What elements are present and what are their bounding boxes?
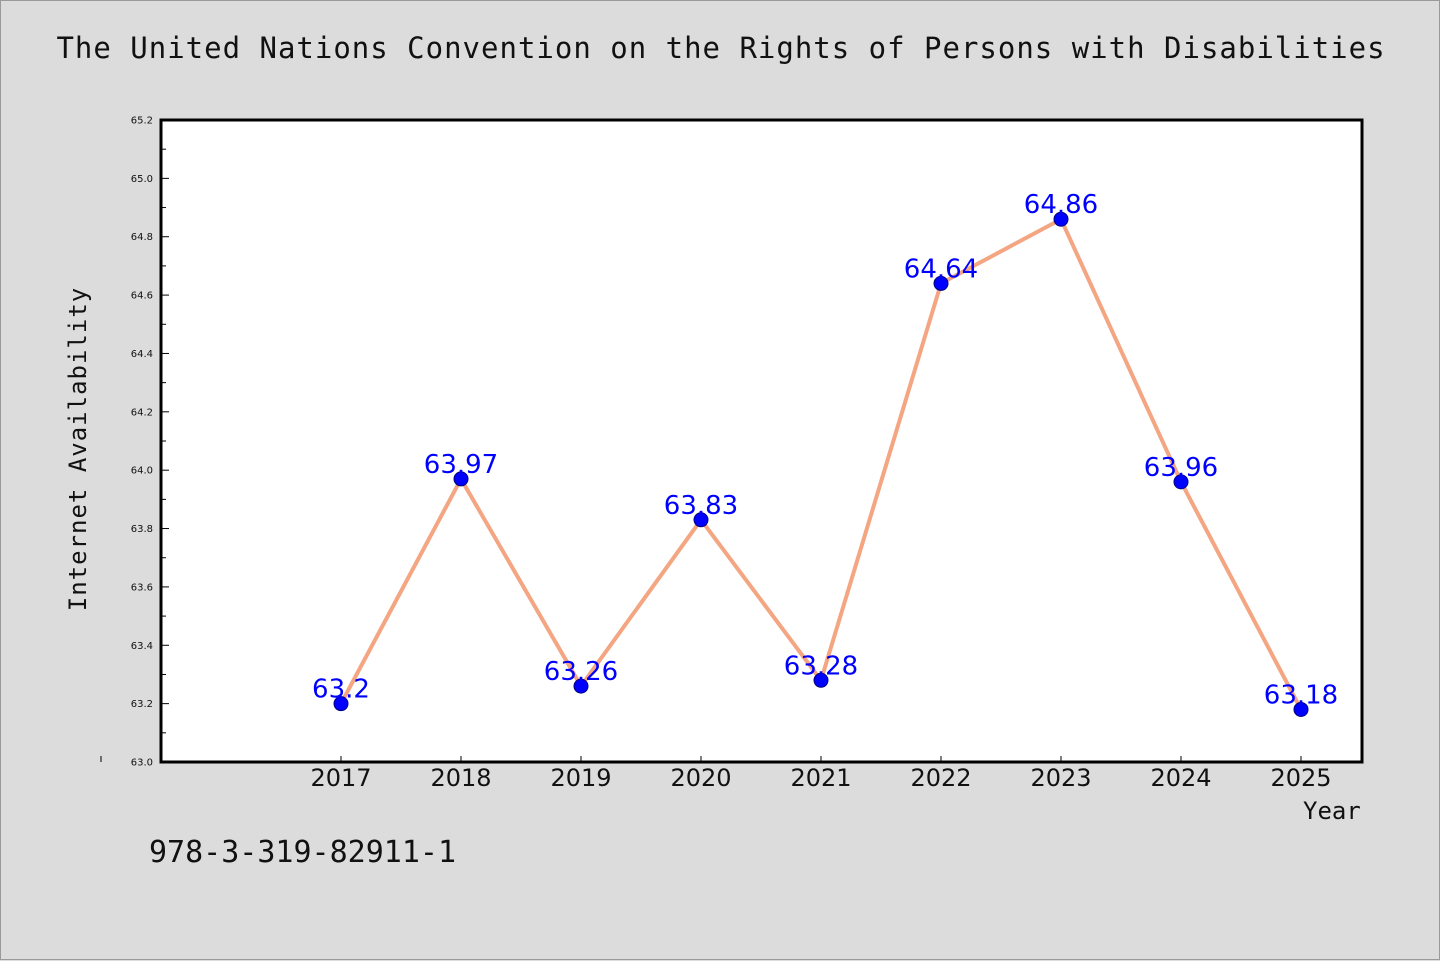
x-tick-label: 2024 [1150,764,1211,792]
x-tick-label: 2020 [670,764,731,792]
data-label: 64.86 [1024,190,1098,220]
y-tick-label: 63.0 [131,758,153,769]
data-label: 63.96 [1144,453,1218,483]
marker-layer [333,211,1309,717]
y-tick-label: 65.0 [131,174,153,185]
data-point [333,696,349,712]
y-tick-label: 64.2 [131,407,153,418]
y-tick-label: 64.8 [131,232,153,243]
x-tick-label: 2021 [790,764,851,792]
data-label: 64.64 [904,254,978,284]
y-tick-label: 63.6 [131,582,153,593]
data-label-layer: 63.2 63.97 63.26 63.83 63.28 64.64 64.86 63.96 6… [312,190,1338,710]
x-tick-label: 2022 [910,764,971,792]
y-tick-label: 65.2 [131,116,153,127]
x-axis-label: Year [1303,797,1361,825]
data-label: 63.97 [424,450,498,480]
data-label: 63.26 [544,657,618,687]
x-tick-label: 2018 [430,764,491,792]
data-point [453,471,469,487]
y-tick-label: 64.6 [131,291,153,302]
y-tick-label: 64.4 [131,349,153,360]
data-point [1053,211,1069,227]
plot-background [159,118,1364,764]
x-tick-label: 2017 [310,764,371,792]
y-tick-label: 63.8 [131,524,153,535]
x-tick-label: 2025 [1270,764,1331,792]
y-tick-label: 63.4 [131,641,153,652]
data-point [933,275,949,291]
x-tick-label: 2023 [1030,764,1091,792]
y-tick-label: 64.0 [131,466,153,477]
data-point [813,672,829,688]
data-label: 63.2 [312,675,370,705]
data-label: 63.28 [784,651,858,681]
data-point [693,512,709,528]
data-point [1173,474,1189,490]
data-label: 63.83 [664,491,738,521]
chart-title: The United Nations Convention on the Rig… [56,31,1386,65]
y-tick-label: 63.2 [131,699,153,710]
x-tick-label: 2019 [550,764,611,792]
data-label: 63.18 [1264,680,1338,710]
data-point [1293,701,1309,717]
data-point [573,678,589,694]
isbn-text: 978-3-319-82911-1 [149,835,457,870]
